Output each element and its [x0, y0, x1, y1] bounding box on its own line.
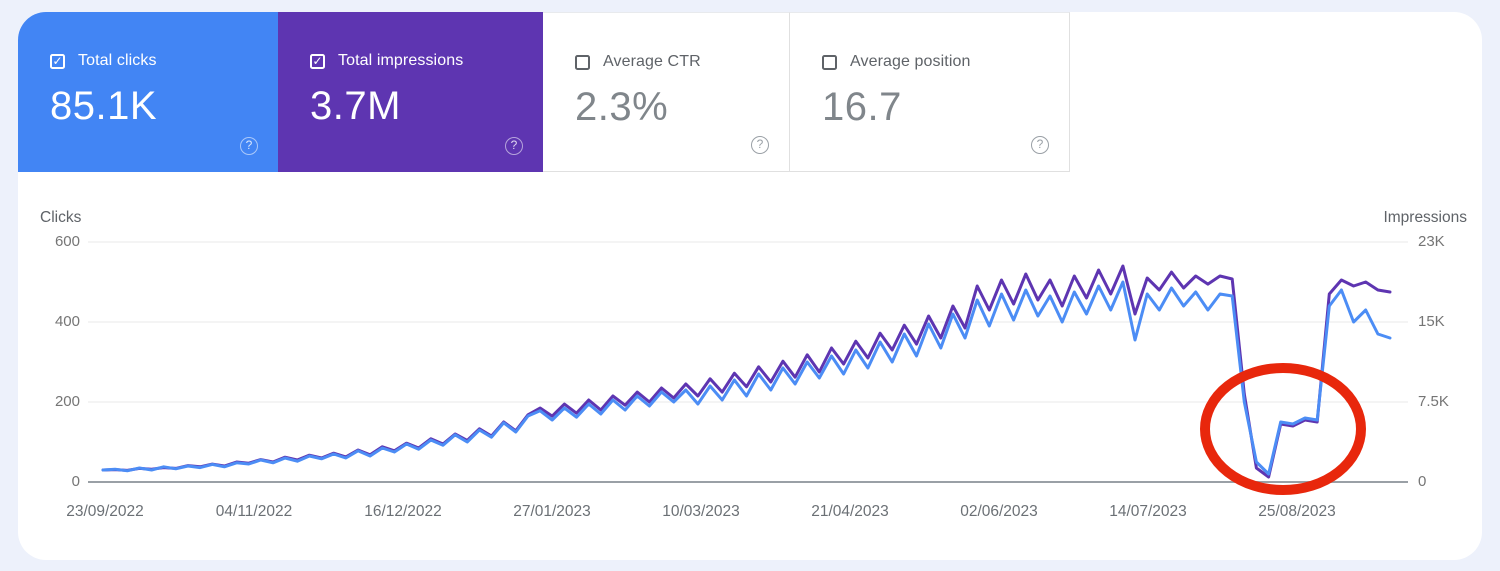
left-axis-tick: 200 — [54, 393, 80, 410]
help-icon[interactable]: ? — [751, 136, 769, 154]
right-axis-tick: 0 — [1418, 473, 1427, 490]
checkbox-checked-icon[interactable]: ✓ — [310, 53, 325, 69]
card-total-impressions[interactable]: ✓ Total impressions 3.7M ? — [278, 12, 543, 172]
left-axis-title: Clicks — [40, 209, 82, 226]
x-axis-date-label: 27/01/2023 — [513, 503, 591, 520]
left-axis-tick: 400 — [54, 313, 80, 330]
card-label: Total clicks — [78, 52, 157, 69]
left-axis-tick: 600 — [54, 233, 80, 250]
x-axis-date-label: 16/12/2022 — [364, 503, 442, 520]
x-axis-date-label: 10/03/2023 — [662, 503, 740, 520]
card-value: 16.7 — [822, 85, 902, 129]
x-axis-date-label: 25/08/2023 — [1258, 503, 1336, 520]
right-axis-tick: 15K — [1418, 313, 1445, 330]
checkbox-unchecked-icon[interactable] — [822, 54, 837, 70]
card-value: 3.7M — [310, 84, 401, 128]
checkbox-unchecked-icon[interactable] — [575, 54, 590, 70]
x-axis-date-label: 04/11/2022 — [215, 503, 293, 520]
checkbox-checked-icon[interactable]: ✓ — [50, 53, 65, 69]
card-value: 2.3% — [575, 85, 669, 129]
card-label: Total impressions — [338, 52, 464, 69]
card-value: 85.1K — [50, 84, 158, 128]
card-total-clicks[interactable]: ✓ Total clicks 85.1K ? — [18, 12, 278, 172]
x-axis-date-label: 02/06/2023 — [960, 503, 1038, 520]
right-axis-tick: 23K — [1418, 233, 1445, 250]
card-average-position[interactable]: Average position 16.7 ? — [790, 12, 1070, 172]
help-icon[interactable]: ? — [240, 137, 258, 155]
x-axis-date-label: 21/04/2023 — [811, 503, 889, 520]
right-axis-tick: 7.5K — [1418, 393, 1449, 410]
help-icon[interactable]: ? — [505, 137, 523, 155]
help-icon[interactable]: ? — [1031, 136, 1049, 154]
x-axis-date-label: 23/09/2022 — [66, 503, 144, 520]
left-axis-tick: 0 — [71, 473, 80, 490]
right-axis-title: Impressions — [1383, 209, 1467, 226]
card-label: Average position — [850, 53, 971, 70]
x-axis-date-label: 14/07/2023 — [1109, 503, 1187, 520]
metric-cards-row: ✓ Total clicks 85.1K ? ✓ Total impressio… — [18, 12, 1070, 172]
card-label: Average CTR — [603, 53, 701, 70]
card-average-ctr[interactable]: Average CTR 2.3% ? — [543, 12, 790, 172]
